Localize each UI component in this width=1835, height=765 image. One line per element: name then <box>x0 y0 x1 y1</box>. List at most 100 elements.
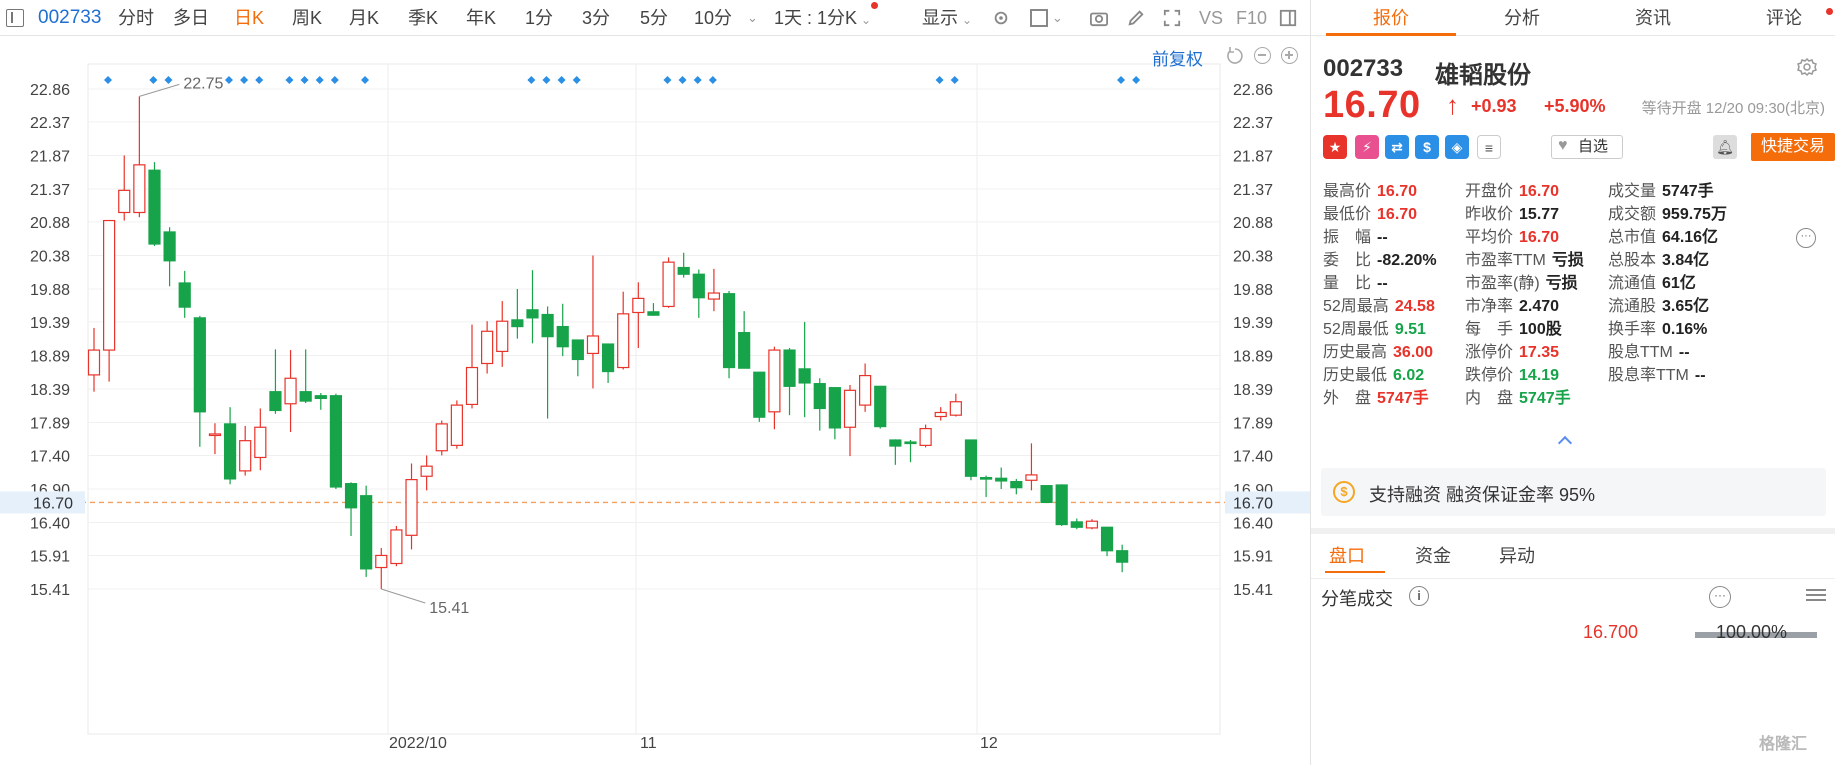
bell-icon[interactable]: 🔔︎ <box>1713 135 1737 159</box>
period-tab-active[interactable]: 日K <box>234 8 265 28</box>
quote-cell: 52周最高 24.58 <box>1323 295 1435 319</box>
list-icon[interactable] <box>1806 586 1826 606</box>
period-more-icon[interactable]: ⌄ <box>747 10 758 25</box>
y-tick-label-right: 15.41 <box>1233 582 1273 599</box>
quote-cell: 量 比 -- <box>1323 272 1388 296</box>
tag-icon[interactable]: ◈ <box>1445 135 1469 159</box>
quote-cell: 市盈率(静) 亏损 <box>1465 272 1578 296</box>
tab-analysis[interactable]: 分析 <box>1504 8 1540 28</box>
display-select[interactable]: 显示 ⌄ <box>922 0 972 36</box>
quote-value: 5747手 <box>1519 390 1571 407</box>
y-tick-label-right: 18.89 <box>1233 348 1273 365</box>
candle-body <box>223 423 237 480</box>
period-tab[interactable]: 10分 <box>694 8 733 28</box>
period-tab[interactable]: 分时 <box>118 8 154 28</box>
chevron-down-icon[interactable]: ⌄ <box>1052 10 1063 25</box>
candle-body <box>208 433 222 437</box>
quick-trade-button[interactable]: 快捷交易 <box>1751 133 1835 161</box>
tab-news[interactable]: 资讯 <box>1635 8 1671 28</box>
period-tab[interactable]: 季K <box>408 8 439 28</box>
divider <box>1311 578 1835 579</box>
dollar-icon[interactable]: $ <box>1415 135 1439 159</box>
hot-icon[interactable]: ⚡ <box>1355 135 1379 159</box>
y-tick-label-left: 17.40 <box>30 448 70 465</box>
current-price-label-right: 16.70 <box>1233 495 1273 512</box>
quote-cell: 成交量 5747手 <box>1608 180 1714 204</box>
y-tick-label-left: 22.86 <box>30 82 70 99</box>
draw-rect-icon[interactable] <box>1030 9 1048 27</box>
y-tick-label-right: 17.89 <box>1233 416 1273 433</box>
y-tick-label-left: 22.37 <box>30 115 70 132</box>
f10-button[interactable]: F10 <box>1236 8 1268 28</box>
event-diamond-icon <box>149 76 158 84</box>
reset-icon[interactable] <box>1226 47 1244 65</box>
quote-cell: 总市值 64.16亿 <box>1608 226 1718 250</box>
period-tab[interactable]: 月K <box>349 8 380 28</box>
y-tick-label-left: 18.39 <box>30 382 70 399</box>
event-diamond-icon <box>708 76 717 84</box>
tab-orderbook[interactable]: 盘口 <box>1329 546 1365 566</box>
zoom-in-icon[interactable] <box>1281 47 1298 64</box>
period-tab[interactable]: 1分 <box>525 8 554 28</box>
y-tick-label-right: 15.91 <box>1233 548 1273 565</box>
quote-cell: 历史最高 36.00 <box>1323 341 1433 365</box>
stock-code-link[interactable]: 002733 <box>38 7 102 28</box>
event-diamond-icon <box>104 76 112 84</box>
y-tick-label-right: 20.38 <box>1233 248 1273 265</box>
candle-body <box>964 439 978 477</box>
tick-price: 16.700 <box>1583 622 1639 642</box>
candle-body <box>1085 520 1099 529</box>
camera-icon[interactable] <box>1089 9 1109 27</box>
period-tab[interactable]: 年K <box>466 8 497 28</box>
period-tab[interactable]: 3分 <box>582 8 611 28</box>
panel-tabs: 报价 分析 资讯 评论 <box>1311 0 1835 36</box>
tab-comments[interactable]: 评论 <box>1766 8 1802 28</box>
shuffle-icon[interactable]: ⇄ <box>1385 135 1409 159</box>
event-diamond-icon <box>224 76 233 84</box>
quote-value: 3.84亿 <box>1662 252 1710 269</box>
stock-code: 002733 <box>1323 55 1404 82</box>
current-price-tag-left <box>0 491 85 514</box>
fullscreen-icon[interactable] <box>1162 9 1182 27</box>
divider <box>1311 528 1835 534</box>
zoom-out-icon[interactable] <box>1254 47 1271 64</box>
settings-icon[interactable] <box>991 9 1011 27</box>
y-tick-label-left: 21.87 <box>30 148 70 165</box>
period-tab[interactable]: 5分 <box>640 8 669 28</box>
current-price-label-left: 16.70 <box>33 495 73 512</box>
tab-fund-flow[interactable]: 资金 <box>1415 546 1451 566</box>
quote-value: 15.77 <box>1519 206 1560 223</box>
quote-cell: 委 比 -82.20% <box>1323 249 1437 273</box>
candle-body <box>481 330 494 365</box>
quote-cell: 换手率 0.16% <box>1608 318 1707 342</box>
candle-body <box>571 339 584 361</box>
period-tab[interactable]: 周K <box>292 8 323 28</box>
note-icon[interactable]: ≡ <box>1477 135 1501 159</box>
adjust-mode-button[interactable]: 前复权 <box>1152 50 1203 69</box>
quote-value: 100股 <box>1519 321 1562 338</box>
event-diamond-icon <box>542 76 551 84</box>
menu-icon[interactable] <box>6 9 24 27</box>
more-icon[interactable]: ··· <box>1709 586 1731 608</box>
quote-cell: 股息TTM -- <box>1608 341 1690 365</box>
last-price: 16.70 <box>1323 84 1421 126</box>
action-icons: ★ ⚡ ⇄ $ ◈ ≡ ♥ 自选 🔔︎ 快捷交易 <box>1323 133 1835 161</box>
interval-select[interactable]: 1天 : 1分K ⌄ <box>774 0 871 36</box>
tab-quote[interactable]: 报价 <box>1373 8 1409 28</box>
event-diamond-icon <box>557 76 566 84</box>
candle-body <box>178 282 191 308</box>
pencil-icon[interactable] <box>1126 9 1146 27</box>
tab-movement[interactable]: 异动 <box>1499 546 1535 566</box>
info-icon[interactable]: i <box>1409 586 1429 606</box>
add-watchlist-button[interactable]: ♥ 自选 <box>1551 135 1623 159</box>
quote-label: 跌停价 <box>1465 367 1514 384</box>
collapse-icon[interactable] <box>1557 435 1573 451</box>
quote-label: 历史最高 <box>1323 344 1388 361</box>
panel-toggle-icon[interactable] <box>1278 9 1298 27</box>
period-tab[interactable]: 多日 <box>173 8 209 28</box>
event-diamond-icon <box>527 76 536 84</box>
more-icon[interactable]: ··· <box>1796 228 1816 248</box>
gear-icon[interactable] <box>1796 57 1818 79</box>
compare-button[interactable]: VS <box>1199 8 1224 28</box>
kline-chart[interactable]: 22.86 22.86 22.37 22.37 21.87 21.87 21.37 21.37… <box>0 36 1310 765</box>
